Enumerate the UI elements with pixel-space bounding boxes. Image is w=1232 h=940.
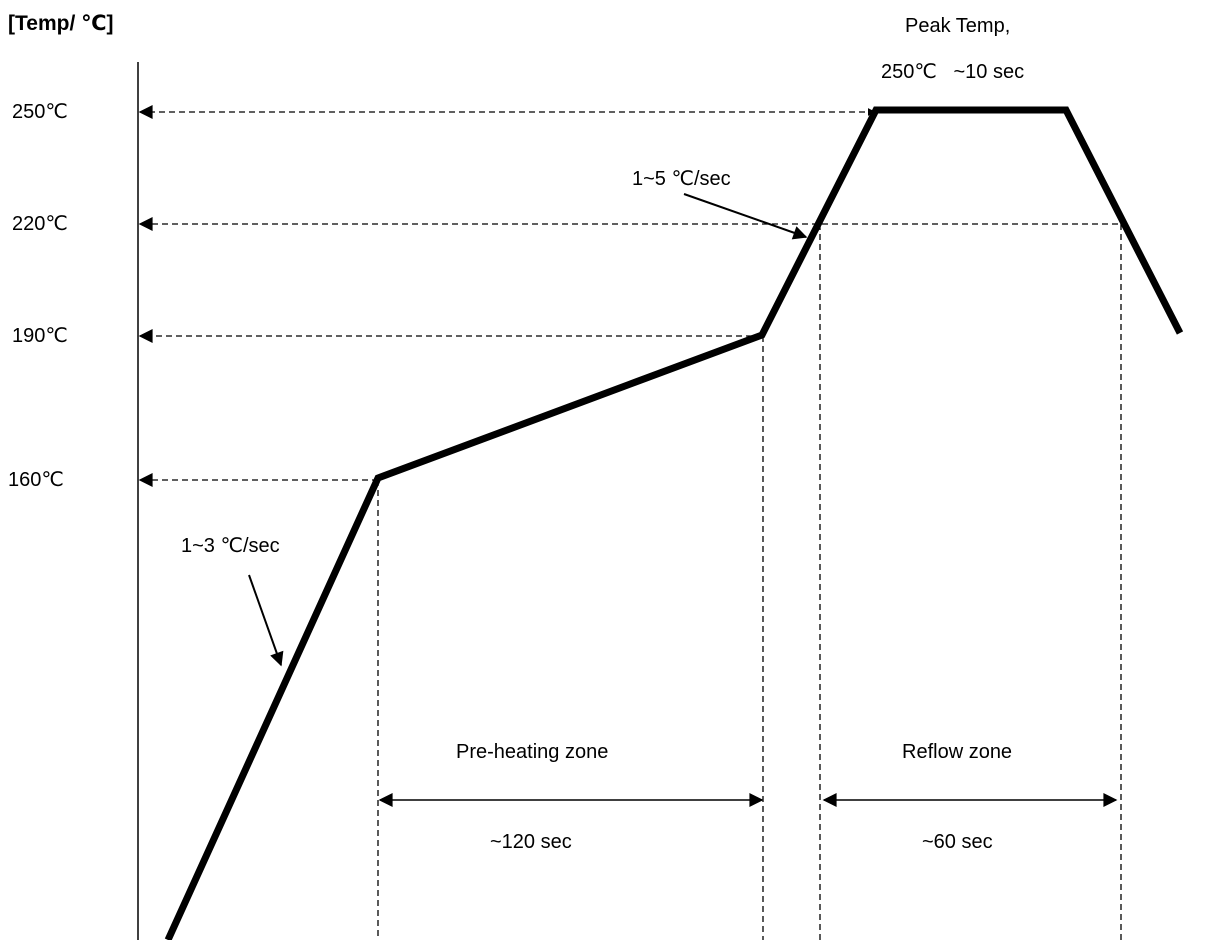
ramp-reflow-rate-label: 1~5 ℃/sec — [632, 168, 731, 190]
temp-label-250: 250℃ — [12, 101, 68, 123]
temperature-profile-curve — [164, 106, 1184, 940]
preheat-duration-label: ~120 sec — [490, 831, 572, 853]
temp-label-190: 190℃ — [12, 325, 68, 347]
reflow-duration-label: ~60 sec — [922, 831, 993, 853]
axis-title: [Temp/ ℃] — [8, 12, 114, 35]
peak-detail: 250℃ ~10 sec — [881, 61, 1024, 83]
ramp-up-rate-arrow — [248, 574, 284, 667]
ramp-reflow-rate-arrow — [683, 193, 808, 240]
peak-title: Peak Temp, — [905, 15, 1010, 37]
preheat-zone-label: Pre-heating zone — [456, 741, 608, 763]
ramp-up-rate-label: 1~3 ℃/sec — [181, 535, 280, 557]
temp-label-160: 160℃ — [8, 469, 64, 491]
temp-label-220: 220℃ — [12, 213, 68, 235]
reflow-zone-label: Reflow zone — [902, 741, 1012, 763]
